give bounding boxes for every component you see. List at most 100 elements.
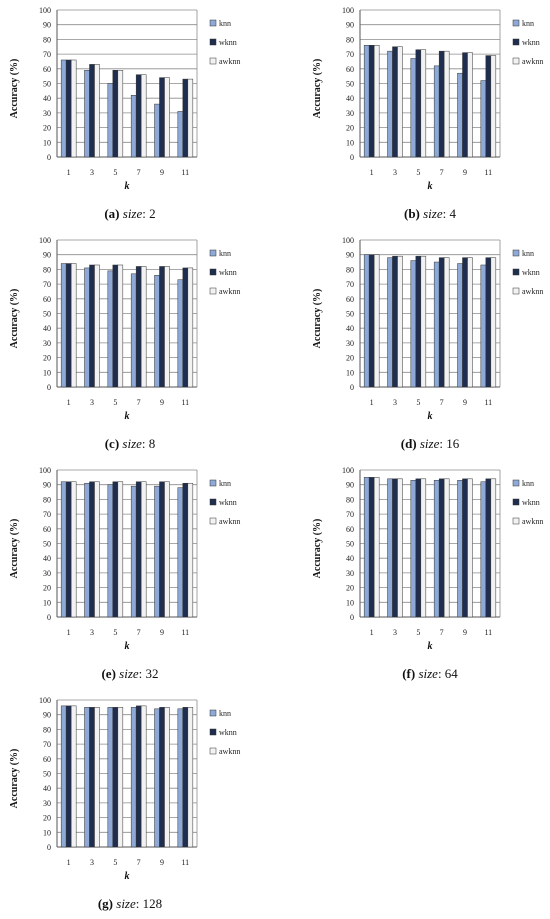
y-tick-label: 0: [47, 843, 51, 852]
bar-knn: [480, 264, 487, 388]
bar-wknn: [485, 478, 492, 618]
bar-knn: [363, 254, 370, 388]
x-tick-label: 1: [67, 168, 71, 177]
y-tick-label: 70: [346, 50, 354, 59]
bar-knn: [457, 72, 463, 158]
bar-knn: [84, 482, 90, 618]
bar-awknn: [94, 64, 100, 158]
bar-wknn: [89, 64, 95, 158]
caption-size-label: size: [122, 206, 143, 221]
caption-size-label: size: [419, 436, 440, 451]
bar-knn: [177, 487, 184, 618]
x-tick-label: 7: [137, 398, 141, 407]
y-tick-label: 10: [43, 368, 51, 377]
caption-size-value: : 2: [142, 206, 156, 221]
caption-letter: (g): [97, 896, 114, 911]
legend-label: awknn: [522, 517, 543, 526]
legend-swatch-wknn: [209, 728, 217, 736]
bar-awknn: [164, 266, 170, 388]
bar-knn: [107, 83, 114, 158]
x-tick-label: 1: [67, 628, 71, 637]
bar-wknn: [392, 478, 398, 618]
x-tick-label: 1: [67, 398, 71, 407]
bar-knn: [177, 111, 184, 158]
x-tick-label: 11: [484, 398, 492, 407]
bar-knn: [387, 257, 393, 388]
caption-size-value: : 128: [135, 896, 163, 911]
y-axis-label: Accuracy (%): [312, 519, 323, 579]
bar-wknn: [438, 257, 445, 388]
y-tick-label: 100: [39, 696, 51, 705]
caption-letter: (f): [402, 666, 416, 681]
y-tick-label: 90: [43, 21, 51, 30]
x-tick-label: 9: [463, 398, 467, 407]
y-tick-label: 90: [43, 711, 51, 720]
y-axis-label: Accuracy (%): [9, 519, 20, 579]
bar-awknn: [490, 478, 497, 618]
x-tick-label: 5: [113, 168, 117, 177]
x-tick-label: 5: [113, 858, 117, 867]
bar-awknn: [420, 478, 427, 618]
bar-awknn: [373, 477, 380, 618]
bar-wknn: [438, 478, 445, 618]
bar-wknn: [112, 70, 119, 158]
x-axis-label: k: [428, 181, 433, 192]
bar-wknn: [65, 59, 72, 158]
y-tick-label: 30: [346, 339, 354, 348]
legend-label: wknn: [522, 268, 540, 277]
bar-wknn: [462, 257, 468, 388]
legend-swatch-awknn: [209, 287, 217, 295]
bar-wknn: [392, 46, 398, 158]
y-tick-label: 60: [346, 295, 354, 304]
y-tick-label: 60: [43, 755, 51, 764]
bar-knn: [60, 263, 67, 388]
y-tick-label: 30: [43, 109, 51, 118]
legend-swatch-awknn: [209, 747, 217, 755]
caption-letter: (d): [400, 436, 417, 451]
y-tick-label: 100: [342, 236, 354, 245]
chart-d: 0 10 20 30 40 50 60 70 80 90 100 1 3 5 7 9 11 k Accuracy (…: [312, 236, 543, 422]
y-tick-label: 0: [350, 383, 354, 392]
y-tick-label: 40: [43, 784, 51, 793]
bar-knn: [457, 480, 463, 618]
legend-swatch-awknn: [209, 517, 217, 525]
y-tick-label: 60: [346, 525, 354, 534]
y-tick-label: 100: [39, 466, 51, 475]
x-axis-label: k: [125, 181, 130, 192]
legend-swatch-awknn: [512, 517, 520, 525]
legend-swatch-knn: [209, 249, 217, 257]
bar-knn: [60, 59, 67, 158]
legend-swatch-wknn: [512, 38, 520, 46]
x-tick-label: 11: [484, 168, 492, 177]
x-tick-label: 3: [393, 628, 397, 637]
legend-swatch-wknn: [209, 498, 217, 506]
legend-swatch-knn: [209, 709, 217, 717]
legend-swatch-knn: [209, 19, 217, 27]
bar-awknn: [467, 478, 473, 618]
x-tick-label: 5: [416, 398, 420, 407]
bar-wknn: [415, 49, 422, 158]
legend-swatch-wknn: [209, 38, 217, 46]
bar-knn: [107, 270, 114, 388]
y-axis-label: Accuracy (%): [9, 59, 20, 119]
bar-wknn: [438, 50, 445, 158]
y-tick-label: 30: [43, 339, 51, 348]
bar-awknn: [397, 478, 403, 618]
y-tick-label: 60: [43, 65, 51, 74]
y-tick-label: 80: [43, 265, 51, 274]
legend-label: wknn: [522, 498, 540, 507]
bar-awknn: [94, 264, 100, 388]
bar-awknn: [443, 257, 450, 388]
bar-awknn: [467, 52, 473, 158]
caption-d: (d) size: 16: [330, 436, 530, 452]
x-axis-label: k: [125, 871, 130, 882]
x-tick-label: 3: [90, 398, 94, 407]
y-tick-label: 70: [43, 740, 51, 749]
bar-awknn: [397, 255, 403, 388]
y-tick-label: 10: [346, 138, 354, 147]
bar-knn: [410, 260, 417, 388]
caption-letter: (a): [104, 206, 120, 221]
bar-awknn: [164, 77, 170, 158]
bar-wknn: [89, 481, 95, 618]
caption-size-label: size: [418, 666, 438, 681]
